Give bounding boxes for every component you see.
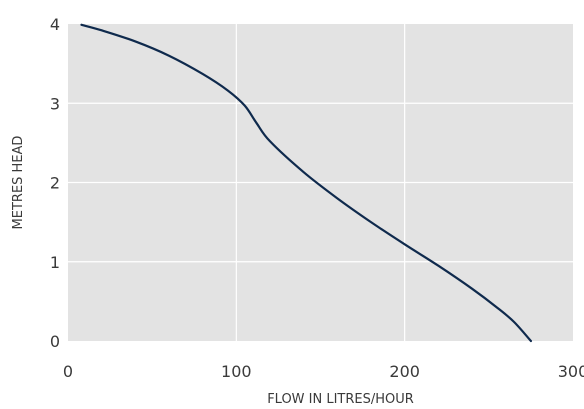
- series-line: [80, 23, 533, 343]
- gridlines: [68, 24, 573, 341]
- x-tick-label: 200: [389, 362, 420, 381]
- y-tick-label: 2: [50, 174, 60, 193]
- y-tick-label: 4: [50, 15, 60, 34]
- x-tick-label: 0: [63, 362, 73, 381]
- y-tick-label: 0: [50, 332, 60, 351]
- x-tick-label: 300: [558, 362, 584, 381]
- y-tick-label: 1: [50, 253, 60, 272]
- x-tick-label: 100: [221, 362, 252, 381]
- y-tick-label: 3: [50, 94, 60, 113]
- y-tick-labels: 0 1 2 3 4: [50, 15, 60, 351]
- x-axis-title: FLOW IN LITRES/HOUR: [267, 392, 414, 407]
- y-axis-title: METRES HEAD: [11, 136, 26, 230]
- x-tick-labels: 0 100 200 300: [63, 362, 584, 381]
